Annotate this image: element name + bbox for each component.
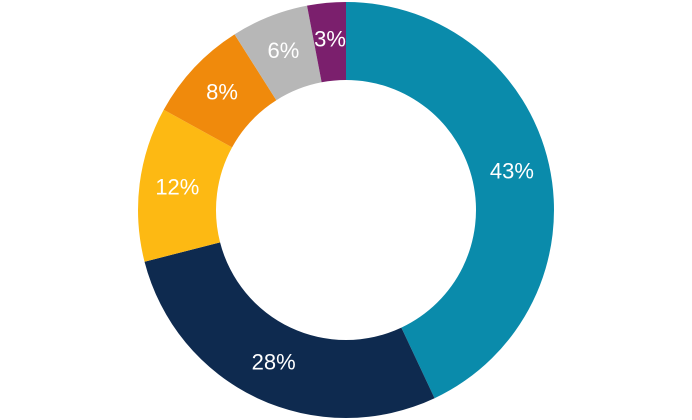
donut-slice [138, 109, 233, 262]
donut-slice [144, 242, 435, 419]
donut-slice [346, 2, 555, 399]
data-label: 3% [314, 27, 346, 52]
donut-slice [163, 34, 277, 148]
data-label: 28% [252, 350, 296, 375]
data-label: 6% [268, 38, 300, 63]
data-label: 8% [206, 79, 238, 104]
data-label: 43% [490, 159, 534, 184]
donut-slice [307, 2, 346, 83]
data-label: 12% [155, 175, 199, 200]
donut-slice [234, 5, 322, 101]
